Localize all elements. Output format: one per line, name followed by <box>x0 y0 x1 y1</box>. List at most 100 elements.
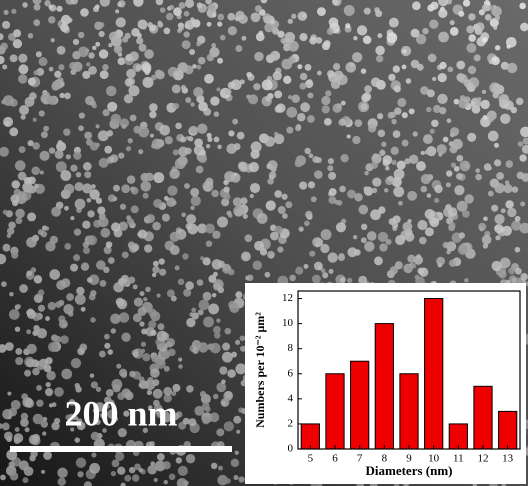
particle <box>210 343 221 354</box>
particle <box>449 259 456 266</box>
particle <box>492 261 502 271</box>
particle <box>125 78 134 87</box>
particle <box>391 147 399 155</box>
particle <box>88 52 94 58</box>
particle <box>45 357 52 364</box>
particle <box>96 260 106 270</box>
particle <box>324 118 332 126</box>
particle <box>388 176 394 182</box>
particle <box>489 117 494 122</box>
particle <box>361 94 369 102</box>
particle <box>171 296 177 302</box>
particle <box>133 284 138 289</box>
bar <box>326 374 344 449</box>
particle <box>119 312 130 323</box>
particle <box>347 278 352 283</box>
particle <box>159 269 166 276</box>
particle <box>506 44 510 48</box>
bar <box>400 374 418 449</box>
particle <box>28 33 33 38</box>
particle <box>136 37 143 44</box>
x-axis-label: Diameters (nm) <box>366 463 453 478</box>
particle <box>211 463 218 470</box>
particle <box>286 127 293 134</box>
particle <box>394 169 405 180</box>
particle <box>300 102 310 112</box>
particle <box>128 138 133 143</box>
particle <box>5 342 14 351</box>
particle <box>38 289 44 295</box>
particle <box>406 78 412 84</box>
particle <box>99 22 104 27</box>
particle <box>14 437 21 444</box>
particle <box>427 193 432 198</box>
particle <box>520 201 525 206</box>
particle <box>54 418 60 424</box>
particle <box>104 343 110 349</box>
particle <box>175 123 182 130</box>
particle <box>518 141 523 146</box>
particle <box>76 287 84 295</box>
particle <box>131 116 136 121</box>
particle <box>198 309 204 315</box>
particle <box>2 409 12 419</box>
particle <box>27 212 36 221</box>
particle <box>238 476 244 482</box>
particle <box>434 198 439 203</box>
particle <box>264 136 275 147</box>
particle <box>433 105 441 113</box>
particle <box>217 145 221 149</box>
particle <box>169 169 179 179</box>
particle <box>421 151 425 155</box>
particle <box>153 199 162 208</box>
particle <box>82 221 90 229</box>
particle <box>322 105 330 113</box>
particle <box>9 292 13 296</box>
particle <box>64 184 74 194</box>
particle <box>84 132 92 140</box>
particle <box>391 119 396 124</box>
particle <box>19 284 28 293</box>
particle <box>329 269 334 274</box>
particle <box>43 451 52 460</box>
particle <box>205 178 213 186</box>
particle <box>10 472 19 481</box>
particle <box>364 85 372 93</box>
particle <box>494 214 504 224</box>
particle <box>222 343 230 351</box>
particle <box>11 252 18 259</box>
y-tick-label: 2 <box>288 417 294 429</box>
particle <box>316 37 323 44</box>
particle <box>198 300 209 311</box>
particle <box>421 174 431 184</box>
particle <box>198 154 207 163</box>
particle <box>456 173 463 180</box>
particle <box>314 170 323 179</box>
particle <box>265 272 271 278</box>
particle <box>44 364 52 372</box>
particle <box>482 37 488 43</box>
particle <box>164 480 168 484</box>
particle <box>111 471 116 476</box>
particle <box>33 70 38 75</box>
particle <box>321 229 332 240</box>
particle <box>370 209 381 220</box>
particle <box>34 4 41 11</box>
particle <box>218 261 225 268</box>
particle <box>397 161 406 170</box>
particle <box>266 200 276 210</box>
particle <box>460 161 471 172</box>
particle <box>185 97 191 103</box>
particle <box>197 2 203 8</box>
particle <box>500 114 510 124</box>
particle <box>186 214 196 224</box>
particle <box>416 161 426 171</box>
particle <box>373 153 377 157</box>
particle <box>139 321 144 326</box>
particle <box>150 461 155 466</box>
particle <box>243 214 248 219</box>
particle <box>122 36 128 42</box>
particle <box>436 257 445 266</box>
particle <box>214 111 219 116</box>
particle <box>450 20 455 25</box>
